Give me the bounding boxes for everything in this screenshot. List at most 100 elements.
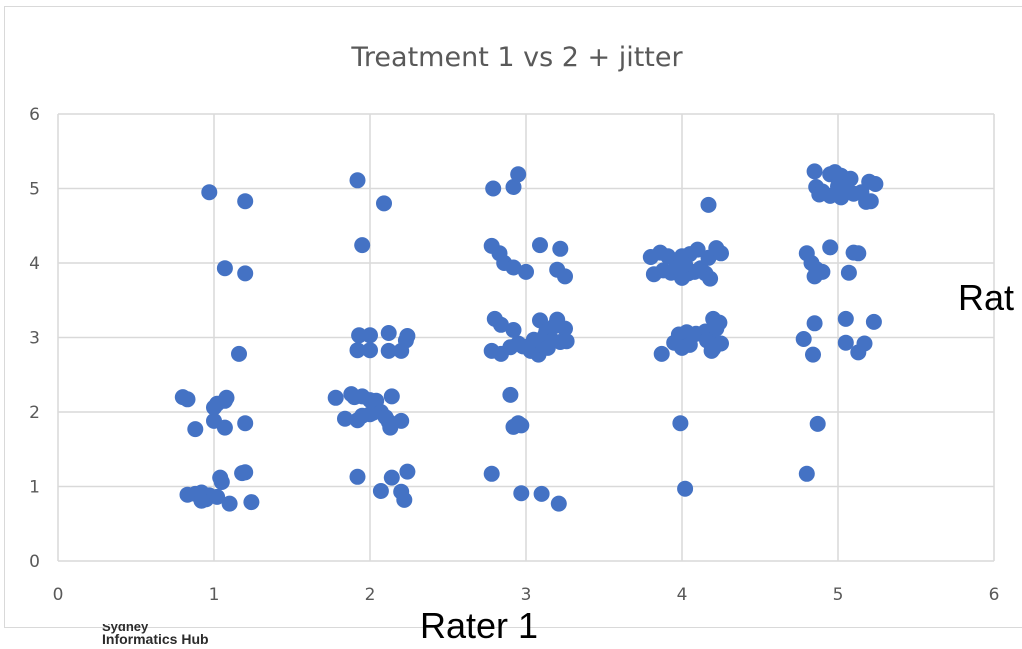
data-point	[513, 485, 530, 502]
data-point	[237, 464, 254, 481]
axis-ticks: 0 1 2 3 4 5 6 0 1 2 3 4 5 6	[29, 105, 999, 605]
sydney-informatics-hub-logo: Sydney Informatics Hub	[102, 624, 262, 649]
data-point	[798, 465, 815, 482]
data-point	[218, 389, 235, 406]
data-point	[840, 264, 857, 281]
data-point	[539, 339, 556, 356]
data-point	[399, 463, 416, 480]
data-point	[327, 389, 344, 406]
data-point	[505, 322, 522, 338]
data-point	[485, 180, 502, 197]
data-point	[518, 263, 534, 280]
data-point	[337, 410, 353, 427]
data-point	[372, 483, 389, 499]
data-point	[702, 270, 719, 287]
logo-line-1: Sydney	[102, 624, 149, 634]
data-point	[216, 419, 233, 436]
data-point	[216, 260, 233, 277]
data-point	[703, 342, 720, 359]
data-point	[221, 495, 238, 512]
data-point	[362, 327, 378, 344]
data-point	[806, 268, 823, 285]
chart-title: Treatment 1 vs 2 + jitter	[350, 42, 683, 73]
x-tick-label: 4	[677, 585, 688, 605]
data-point	[510, 166, 527, 183]
data-point	[393, 412, 410, 429]
data-point	[383, 469, 400, 486]
y-tick-label: 6	[29, 105, 40, 125]
x-tick-label: 3	[521, 585, 532, 605]
data-point	[193, 492, 210, 509]
data-point	[206, 399, 222, 416]
data-points	[174, 163, 884, 512]
data-point	[557, 320, 573, 337]
data-point	[376, 195, 392, 212]
data-point	[809, 415, 826, 432]
data-point	[550, 495, 567, 512]
logo-line-2: Informatics Hub	[102, 631, 209, 647]
data-point	[505, 179, 522, 195]
data-point	[502, 386, 519, 403]
data-point	[865, 313, 882, 330]
data-point	[533, 485, 550, 502]
data-point	[822, 239, 839, 256]
data-point	[677, 480, 694, 497]
data-point	[806, 315, 823, 332]
y-tick-label: 1	[29, 478, 40, 498]
data-point	[811, 186, 828, 203]
data-point	[806, 163, 823, 180]
data-point	[552, 240, 569, 257]
data-point	[867, 176, 884, 192]
y-tick-label: 3	[29, 329, 40, 349]
data-point	[201, 184, 218, 201]
data-point	[805, 346, 821, 363]
data-point	[856, 335, 873, 352]
y-axis-label: Rat	[958, 277, 1015, 318]
data-point	[237, 193, 254, 210]
data-point	[677, 256, 694, 273]
data-point	[483, 465, 500, 482]
data-point	[493, 316, 509, 333]
data-point	[231, 345, 247, 362]
data-point	[837, 310, 854, 327]
x-tick-label: 2	[365, 585, 376, 605]
data-point	[209, 488, 226, 505]
data-point	[237, 415, 254, 432]
data-point	[354, 237, 371, 254]
y-tick-label: 2	[29, 403, 40, 423]
data-point	[393, 342, 410, 359]
data-point	[558, 333, 575, 350]
data-point	[179, 391, 196, 408]
data-point	[532, 237, 548, 254]
data-point	[862, 193, 879, 210]
y-tick-label: 5	[29, 180, 40, 200]
data-point	[505, 259, 522, 276]
data-point	[837, 334, 854, 351]
y-tick-label: 0	[29, 552, 40, 572]
data-point	[708, 320, 725, 337]
data-point	[689, 241, 706, 258]
data-point	[513, 417, 530, 434]
data-point	[237, 265, 254, 282]
data-point	[713, 245, 729, 262]
data-point	[396, 491, 413, 508]
x-tick-label: 5	[833, 585, 844, 605]
x-axis-label: Rater 1	[420, 605, 539, 646]
data-point	[362, 342, 378, 359]
data-point	[700, 196, 717, 213]
data-point	[681, 336, 698, 353]
data-point	[380, 342, 397, 359]
data-point	[383, 388, 400, 405]
x-tick-label: 0	[53, 585, 64, 605]
data-point	[349, 172, 366, 189]
data-point	[243, 494, 260, 511]
data-point	[187, 421, 204, 438]
data-point	[349, 342, 366, 359]
data-point	[525, 331, 542, 348]
data-point	[833, 189, 850, 206]
data-point	[795, 331, 812, 347]
data-point	[672, 415, 689, 432]
data-point	[349, 468, 366, 485]
data-point	[850, 245, 867, 262]
x-tick-label: 1	[209, 585, 220, 605]
